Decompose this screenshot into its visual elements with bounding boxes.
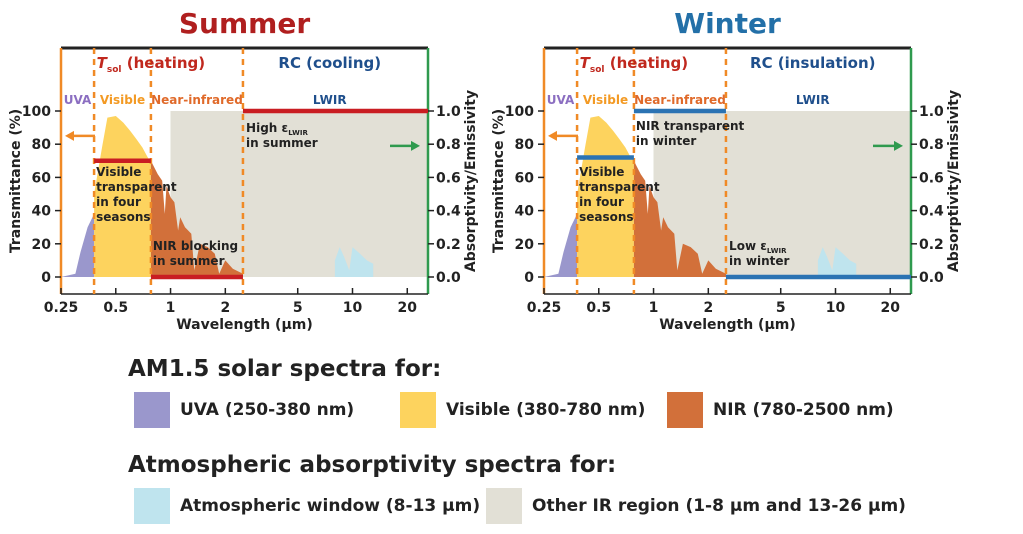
y2-axis-title: Absorptivity/Emissivity (946, 90, 962, 272)
y-tick-label: 80 (515, 137, 535, 153)
rc-label: RC (cooling) (278, 54, 381, 72)
right-arrow-head (411, 140, 420, 151)
series-nir (633, 160, 726, 277)
x-tick-label: 2 (220, 300, 230, 316)
y2-tick-label: 0.6 (436, 170, 461, 186)
series-visible (94, 116, 151, 277)
y2-tick-label: 1.0 (919, 104, 944, 120)
series-other-ir-region (653, 111, 911, 277)
y2-tick-label: 0.6 (919, 170, 944, 186)
right-arrow-head (894, 140, 903, 151)
y-tick-label: 20 (32, 237, 52, 253)
x-tick-label: 0.25 (44, 300, 79, 316)
region-label-near-infrared: Near-infrared (151, 93, 243, 107)
y2-tick-label: 0.2 (919, 237, 944, 253)
chart-panel-summer: Summer Tsol (heating) RC (cooling) UVA Visib… (8, 7, 479, 333)
x-axis-title: Wavelength (µm) (659, 317, 796, 333)
x-tick-label: 20 (398, 300, 418, 316)
x-tick-label: 1 (649, 300, 659, 316)
region-label-uva: UVA (547, 93, 575, 107)
annotation-lwir: Low εLWIR (729, 239, 787, 255)
chart-title: Summer (179, 7, 310, 40)
region-label-lwir: LWIR (313, 93, 347, 107)
x-tick-label: 2 (703, 300, 713, 316)
annotation-lwir-season: in winter (729, 254, 789, 268)
series-uva (61, 213, 95, 277)
y-tick-label: 100 (505, 104, 534, 120)
y-tick-label: 0 (524, 270, 534, 286)
tsol-label: Tsol (heating) (97, 54, 206, 75)
left-arrow-head (548, 130, 557, 141)
y2-tick-label: 0.0 (919, 270, 944, 286)
x-tick-label: 10 (343, 300, 363, 316)
series-atmospheric-window (817, 247, 857, 277)
y2-tick-label: 0.0 (436, 270, 461, 286)
region-label-lwir: LWIR (796, 93, 830, 107)
y-tick-label: 20 (515, 237, 535, 253)
left-arrow-head (65, 130, 74, 141)
y-tick-label: 100 (22, 104, 51, 120)
tsol-label: Tsol (heating) (580, 54, 689, 75)
y-axis-title: Transmittance (%) (8, 109, 24, 253)
annotation-lwir-season: in summer (246, 136, 318, 150)
series-uva (544, 213, 578, 277)
y-tick-label: 40 (515, 204, 535, 220)
annotation-nir: NIR transparent in winter (636, 119, 745, 148)
x-axis-title: Wavelength (µm) (176, 317, 313, 333)
annotation-nir: NIR blocking in summer (153, 239, 238, 268)
annotation-visible: Visible transparent in four seasons (579, 165, 660, 224)
y2-tick-label: 1.0 (436, 104, 461, 120)
chart-panel-winter: Winter Tsol (heating) RC (insulation) UVA Vi… (491, 7, 962, 333)
y-tick-label: 60 (32, 170, 52, 186)
y2-tick-label: 0.8 (436, 137, 461, 153)
x-tick-label: 0.5 (586, 300, 611, 316)
x-tick-label: 5 (776, 300, 786, 316)
rc-label: RC (insulation) (750, 54, 875, 72)
x-tick-label: 0.5 (103, 300, 128, 316)
y-tick-label: 40 (32, 204, 52, 220)
y-tick-label: 60 (515, 170, 535, 186)
annotation-visible: Visible transparent in four seasons (96, 165, 177, 224)
y2-tick-label: 0.4 (919, 204, 944, 220)
series-nir (150, 160, 243, 277)
series-atmospheric-window (334, 247, 374, 277)
x-tick-label: 20 (881, 300, 901, 316)
region-label-visible: Visible (583, 93, 628, 107)
region-label-near-infrared: Near-infrared (634, 93, 726, 107)
y2-tick-label: 0.2 (436, 237, 461, 253)
region-label-uva: UVA (64, 93, 92, 107)
x-tick-label: 5 (293, 300, 303, 316)
y2-tick-label: 0.8 (919, 137, 944, 153)
x-tick-label: 10 (826, 300, 846, 316)
annotation-lwir: High εLWIR (246, 121, 308, 137)
y-tick-label: 80 (32, 137, 52, 153)
x-tick-label: 0.25 (527, 300, 562, 316)
x-tick-label: 1 (166, 300, 176, 316)
y2-axis-title: Absorptivity/Emissivity (463, 90, 479, 272)
y-axis-title: Transmittance (%) (491, 109, 507, 253)
series-other-ir-region (170, 111, 428, 277)
region-label-visible: Visible (100, 93, 145, 107)
chart-title: Winter (674, 7, 781, 40)
y2-tick-label: 0.4 (436, 204, 461, 220)
y-tick-label: 0 (41, 270, 51, 286)
